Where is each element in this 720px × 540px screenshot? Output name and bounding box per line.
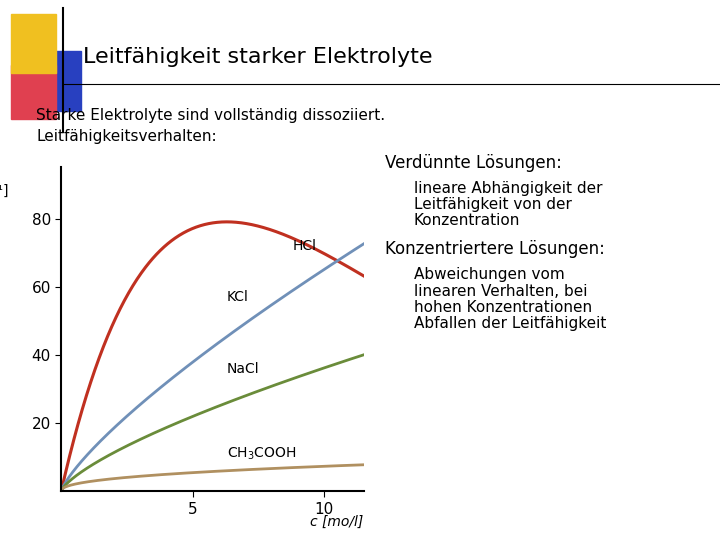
Text: Abweichungen vom: Abweichungen vom xyxy=(414,267,564,282)
Text: Abfallen der Leitfähigkeit: Abfallen der Leitfähigkeit xyxy=(414,316,606,331)
Text: hohen Konzentrationen: hohen Konzentrationen xyxy=(414,300,592,315)
Text: linearen Verhalten, bei: linearen Verhalten, bei xyxy=(414,284,588,299)
Text: lineare Abhängigkeit der: lineare Abhängigkeit der xyxy=(414,181,603,196)
Text: Konzentriertere Lösungen:: Konzentriertere Lösungen: xyxy=(385,240,605,258)
Text: Konzentration: Konzentration xyxy=(414,213,521,228)
Text: KCl: KCl xyxy=(227,290,248,304)
Text: Leitfähigkeit von der: Leitfähigkeit von der xyxy=(414,197,572,212)
Text: HCl: HCl xyxy=(292,239,317,253)
Text: NaCl: NaCl xyxy=(227,362,259,376)
Text: Verdünnte Lösungen:: Verdünnte Lösungen: xyxy=(385,154,562,172)
Text: CH$_3$COOH: CH$_3$COOH xyxy=(227,446,297,462)
Text: Leitfähigkeitsverhalten:: Leitfähigkeitsverhalten: xyxy=(36,129,217,144)
Text: c [mo/l]: c [mo/l] xyxy=(310,515,364,529)
Text: χ [Ωm⁻¹]: χ [Ωm⁻¹] xyxy=(0,184,9,198)
Text: Starke Elektrolyte sind vollständig dissoziiert.: Starke Elektrolyte sind vollständig diss… xyxy=(36,108,385,123)
Text: Leitfähigkeit starker Elektrolyte: Leitfähigkeit starker Elektrolyte xyxy=(83,46,432,67)
